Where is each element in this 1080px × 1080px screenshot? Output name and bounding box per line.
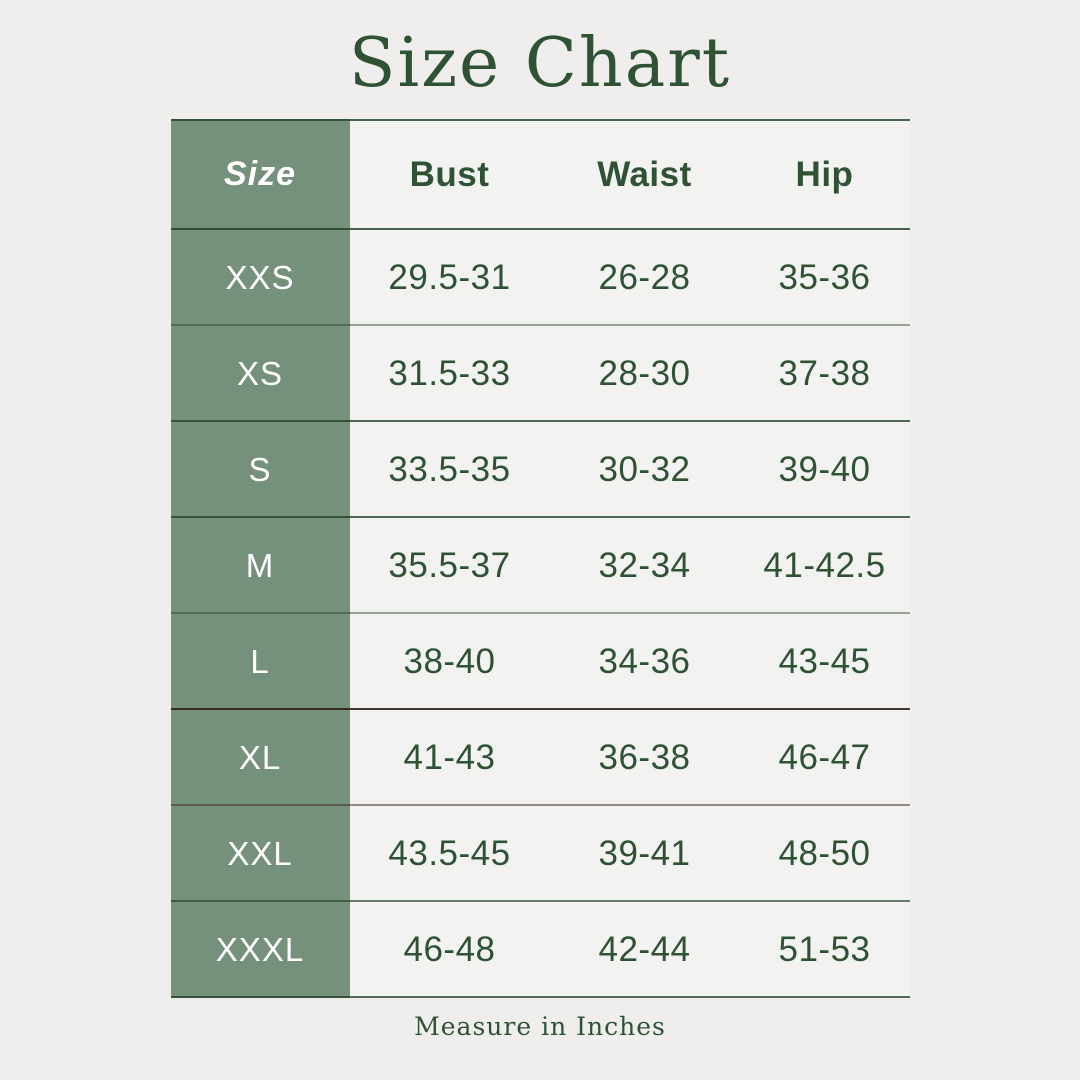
hip-cell: 51-53 <box>778 930 871 969</box>
table-row-xxs: XXS 29.5-31 26-28 35-36 <box>170 230 910 326</box>
table-header-row: Size Bust Waist Hip <box>170 119 910 230</box>
size-chart-table: Size Bust Waist Hip XXS 29.5-31 26-28 35… <box>170 119 910 998</box>
hip-cell: 43-45 <box>778 642 871 681</box>
bust-cell: 29.5-31 <box>388 258 511 297</box>
table-row-l: L 38-40 34-36 43-45 <box>170 614 910 710</box>
bust-cell: 33.5-35 <box>388 450 511 489</box>
row-separator <box>170 804 910 806</box>
row-separator <box>170 900 910 902</box>
size-cell: L <box>170 614 350 710</box>
waist-cell: 26-28 <box>598 258 691 297</box>
column-header-waist: Waist <box>597 154 692 194</box>
hip-cell: 39-40 <box>778 450 871 489</box>
table-row-xxxl: XXXL 46-48 42-44 51-53 <box>170 902 910 998</box>
table-top-border <box>170 119 910 121</box>
hip-cell: 48-50 <box>778 834 871 873</box>
hip-cell: 41-42.5 <box>763 546 886 585</box>
hip-cell: 37-38 <box>778 354 871 393</box>
waist-cell: 32-34 <box>598 546 691 585</box>
row-separator <box>170 612 910 614</box>
size-cell: S <box>170 422 350 518</box>
hip-cell: 35-36 <box>778 258 871 297</box>
waist-cell: 28-30 <box>598 354 691 393</box>
bust-cell: 38-40 <box>403 642 496 681</box>
size-cell: XS <box>170 326 350 422</box>
page-title: Size Chart <box>348 24 732 103</box>
waist-cell: 36-38 <box>598 738 691 777</box>
waist-cell: 34-36 <box>598 642 691 681</box>
bust-cell: 46-48 <box>403 930 496 969</box>
waist-cell: 39-41 <box>598 834 691 873</box>
size-cell: XL <box>170 710 350 806</box>
row-separator <box>170 708 910 710</box>
bust-cell: 41-43 <box>403 738 496 777</box>
table-row-xxl: XXL 43.5-45 39-41 48-50 <box>170 806 910 902</box>
column-header-hip: Hip <box>795 154 854 194</box>
waist-cell: 42-44 <box>598 930 691 969</box>
table-row-s: S 33.5-35 30-32 39-40 <box>170 422 910 518</box>
table-bottom-border <box>170 996 910 998</box>
row-separator <box>170 420 910 422</box>
column-header-bust: Bust <box>409 154 490 194</box>
row-separator <box>170 516 910 518</box>
size-cell: M <box>170 518 350 614</box>
size-cell: XXS <box>170 230 350 326</box>
size-cell: XXXL <box>170 902 350 998</box>
waist-cell: 30-32 <box>598 450 691 489</box>
column-header-size: Size <box>170 119 350 230</box>
size-cell: XXL <box>170 806 350 902</box>
bust-cell: 35.5-37 <box>388 546 511 585</box>
table-row-xl: XL 41-43 36-38 46-47 <box>170 710 910 806</box>
header-separator <box>170 228 910 230</box>
table-row-m: M 35.5-37 32-34 41-42.5 <box>170 518 910 614</box>
row-separator <box>170 324 910 326</box>
hip-cell: 46-47 <box>778 738 871 777</box>
bust-cell: 43.5-45 <box>388 834 511 873</box>
table-row-xs: XS 31.5-33 28-30 37-38 <box>170 326 910 422</box>
units-note: Measure in Inches <box>414 1012 666 1041</box>
bust-cell: 31.5-33 <box>388 354 511 393</box>
